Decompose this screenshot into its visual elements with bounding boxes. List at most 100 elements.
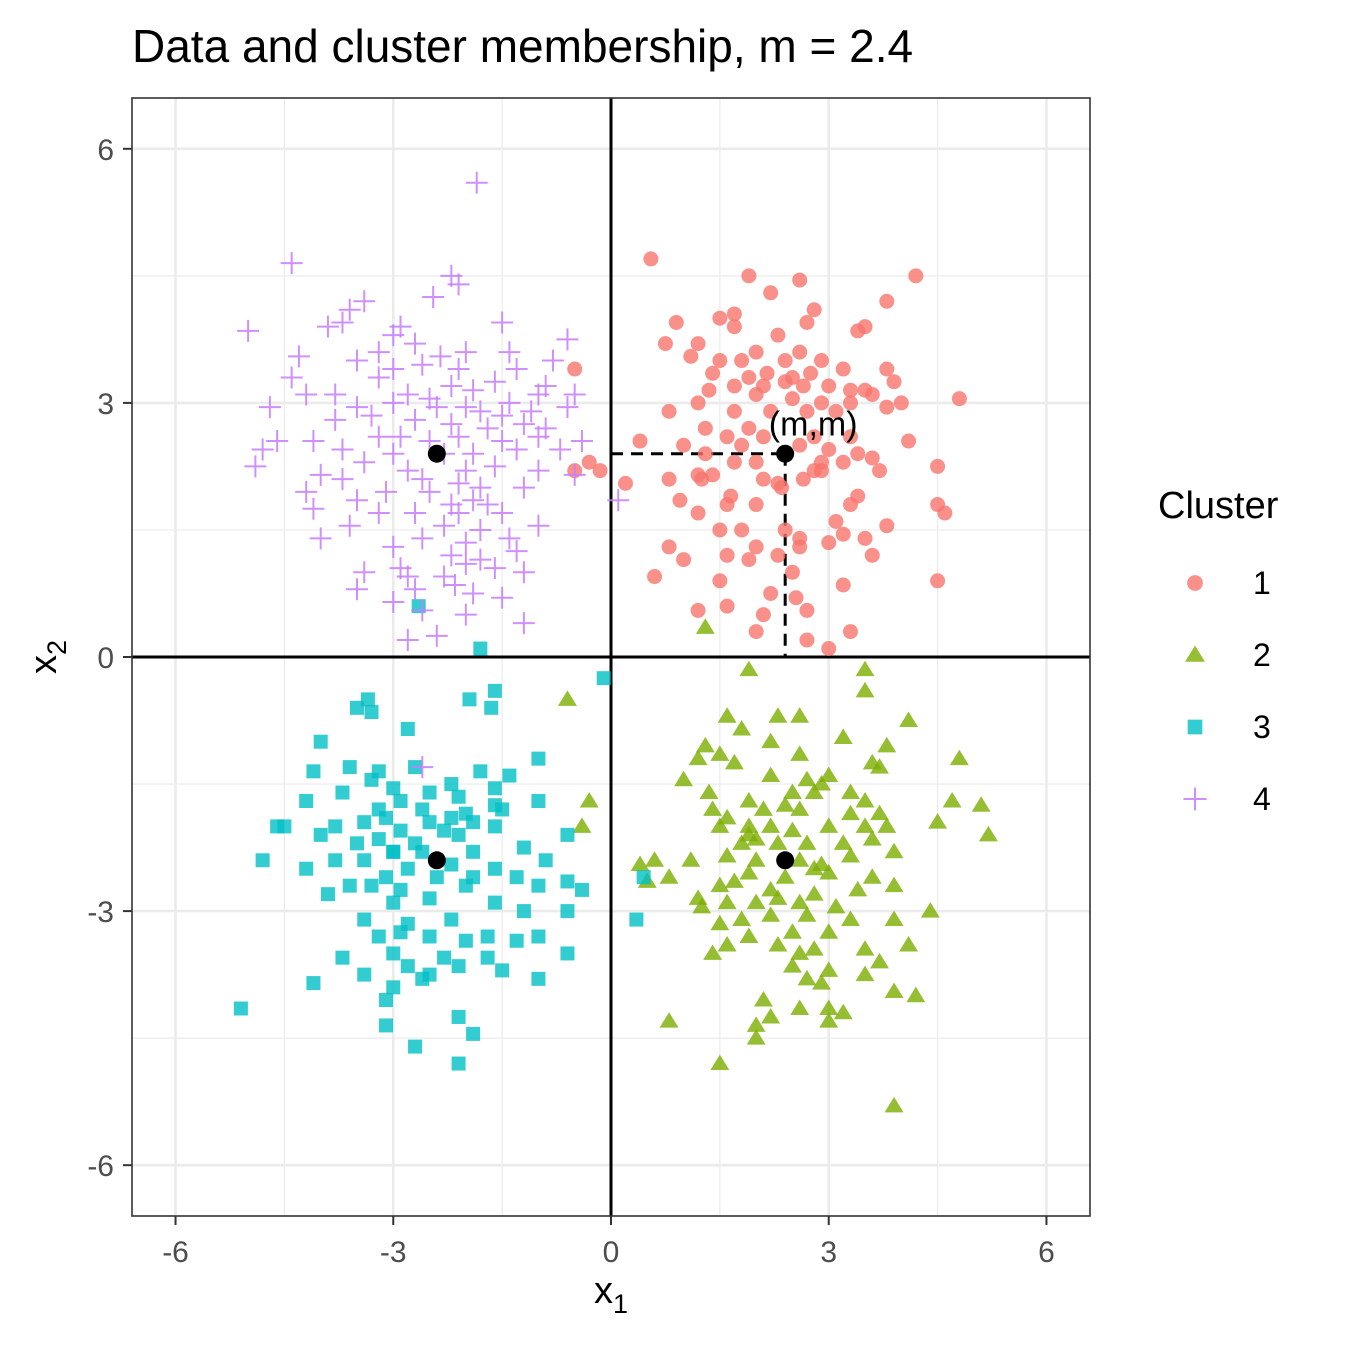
point-cluster-1 (784, 391, 800, 407)
point-cluster-2 (732, 910, 752, 927)
point-cluster-4 (280, 252, 303, 275)
point-cluster-3 (357, 912, 372, 927)
point-cluster-1 (748, 386, 764, 402)
point-cluster-1 (726, 319, 742, 335)
point-cluster-4 (447, 358, 470, 381)
point-cluster-3 (516, 840, 531, 855)
point-cluster-4 (483, 455, 506, 478)
point-cluster-3 (487, 683, 502, 698)
y-axis-label-base: x (23, 655, 65, 674)
point-cluster-2 (761, 1007, 781, 1024)
point-cluster-4 (353, 561, 376, 584)
point-cluster-1 (770, 327, 786, 343)
point-cluster-3 (484, 700, 499, 715)
point-cluster-3 (451, 827, 466, 842)
point-cluster-4 (469, 400, 492, 423)
point-cluster-2 (717, 847, 737, 863)
point-cluster-4 (345, 396, 368, 419)
point-cluster-1 (806, 302, 822, 318)
point-cluster-2 (855, 965, 875, 982)
point-cluster-3 (371, 929, 386, 944)
point-cluster-1 (864, 450, 880, 466)
point-cluster-4 (302, 497, 325, 520)
point-cluster-2 (906, 986, 926, 1003)
point-cluster-1 (806, 429, 822, 445)
point-cluster-3 (531, 751, 546, 766)
point-cluster-4 (367, 502, 390, 525)
data-points (233, 171, 998, 1113)
point-cluster-2 (797, 969, 817, 986)
point-cluster-2 (710, 876, 730, 893)
point-cluster-1 (795, 471, 811, 487)
point-cluster-4 (491, 404, 514, 427)
point-cluster-2 (949, 749, 969, 766)
point-cluster-3 (306, 764, 321, 779)
point-cluster-2 (695, 618, 715, 634)
plot-panel: (m,m) (131, 97, 1091, 1217)
point-cluster-2 (819, 863, 839, 880)
point-cluster-1 (792, 344, 808, 360)
point-cluster-3 (560, 827, 575, 842)
point-cluster-3 (444, 777, 459, 792)
point-cluster-1 (661, 539, 677, 555)
point-cluster-1 (763, 403, 779, 419)
point-cluster-3 (422, 785, 437, 800)
point-cluster-2 (724, 753, 744, 770)
point-cluster-1 (712, 522, 728, 538)
point-cluster-4 (541, 349, 564, 372)
point-cluster-4 (418, 480, 441, 503)
point-cluster-4 (338, 514, 361, 537)
point-cluster-2 (753, 800, 773, 816)
point-cluster-2 (862, 868, 882, 884)
x-tick-label: -6 (162, 1236, 189, 1269)
point-cluster-1 (792, 539, 808, 555)
point-cluster-1 (748, 454, 764, 470)
chart-title: Data and cluster membership, m = 2.4 (132, 20, 913, 72)
point-cluster-2 (833, 728, 853, 744)
point-cluster-2 (753, 991, 773, 1007)
point-cluster-4 (520, 400, 543, 423)
point-cluster-1 (755, 429, 771, 445)
point-cluster-2 (855, 681, 875, 698)
point-cluster-1 (951, 391, 967, 407)
point-cluster-2 (761, 766, 781, 783)
point-cluster-3 (574, 882, 589, 897)
point-cluster-4 (324, 408, 347, 431)
point-cluster-2 (692, 897, 712, 914)
x-tick-label: 0 (603, 1236, 620, 1269)
point-cluster-2 (688, 749, 708, 766)
legend-label-3: 3 (1253, 709, 1271, 745)
point-cluster-2 (717, 893, 737, 910)
point-cluster-4 (425, 396, 448, 419)
point-cluster-4 (527, 383, 550, 406)
point-cluster-3 (531, 971, 546, 986)
point-cluster-3 (255, 853, 270, 868)
point-cluster-2 (797, 834, 817, 850)
point-cluster-4 (447, 502, 470, 525)
point-cluster-1 (795, 378, 811, 394)
point-cluster-2 (848, 880, 868, 897)
point-cluster-1 (864, 386, 880, 402)
point-cluster-3 (444, 857, 459, 872)
point-cluster-1 (835, 526, 851, 542)
point-cluster-3 (473, 641, 488, 656)
point-cluster-3 (451, 1009, 466, 1024)
point-cluster-4 (440, 374, 463, 397)
point-cluster-4 (527, 459, 550, 482)
point-cluster-2 (659, 1012, 679, 1028)
point-cluster-1 (697, 420, 713, 436)
point-cluster-2 (746, 893, 766, 910)
point-cluster-2 (739, 927, 759, 943)
point-cluster-1 (618, 475, 634, 491)
point-cluster-3 (335, 785, 350, 800)
point-cluster-2 (819, 923, 839, 939)
point-cluster-4 (447, 472, 470, 495)
point-cluster-2 (804, 859, 824, 876)
point-cluster-3 (386, 781, 401, 796)
point-cluster-2 (812, 775, 831, 791)
point-cluster-1 (734, 437, 750, 453)
point-cluster-2 (717, 935, 737, 952)
point-cluster-1 (661, 403, 677, 419)
point-cluster-4 (527, 514, 550, 537)
point-cluster-3 (379, 870, 394, 885)
